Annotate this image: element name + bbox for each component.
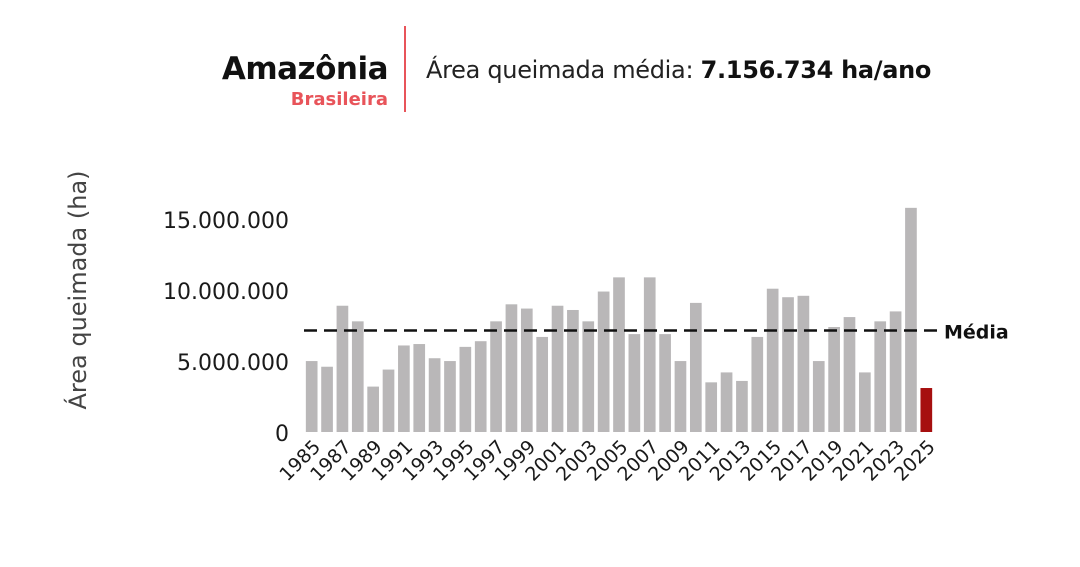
y-tick-label: 10.000.000: [163, 280, 289, 305]
bar: [613, 277, 625, 432]
bar: [843, 317, 856, 432]
bar: [720, 372, 733, 432]
y-tick-label: 15.000.000: [163, 209, 289, 234]
header-divider: [404, 26, 406, 112]
bar: [520, 308, 533, 432]
average-value: 7.156.734 ha/ano: [700, 56, 932, 84]
bar: [782, 297, 794, 432]
bar: [321, 366, 333, 432]
bar: [812, 361, 825, 432]
y-tick-label: 5.000.000: [177, 351, 289, 376]
bar: [444, 361, 456, 432]
bar: [659, 334, 671, 432]
bar-highlight: [920, 388, 933, 432]
bar: [428, 358, 441, 432]
y-tick-label: 0: [275, 422, 289, 447]
bar: [597, 291, 610, 432]
bar: [859, 372, 871, 432]
bar: [905, 207, 917, 432]
bar: [766, 288, 779, 432]
bar: [628, 334, 641, 432]
bar: [413, 344, 426, 432]
bar: [582, 321, 595, 432]
average-summary: Área queimada média: 7.156.734 ha/ano: [426, 54, 931, 86]
bar: [689, 302, 702, 432]
bar: [705, 382, 718, 432]
bar: [336, 305, 349, 432]
bar: [351, 321, 364, 432]
bar: [889, 311, 902, 432]
bar: [874, 321, 887, 432]
bar: [505, 304, 518, 432]
region-title: Amazônia: [221, 51, 389, 87]
bar: [797, 295, 810, 432]
bar: [490, 321, 502, 432]
bar: [367, 386, 379, 432]
bar: [828, 327, 840, 432]
bar: [536, 336, 549, 432]
region-subtitle: Brasileira: [290, 89, 388, 110]
bar: [643, 277, 656, 432]
average-line-label: Média: [944, 321, 1009, 343]
bar: [751, 336, 764, 432]
bar: [398, 345, 410, 432]
bar: [305, 361, 318, 432]
bar: [551, 305, 564, 432]
bar: [567, 309, 579, 432]
bar: [382, 369, 395, 432]
average-label: Área queimada média:: [426, 56, 694, 84]
y-axis-label: Área queimada (ha): [63, 170, 92, 409]
bar: [459, 346, 472, 433]
bar: [474, 341, 487, 432]
bar: [736, 380, 748, 432]
bar: [674, 361, 687, 432]
